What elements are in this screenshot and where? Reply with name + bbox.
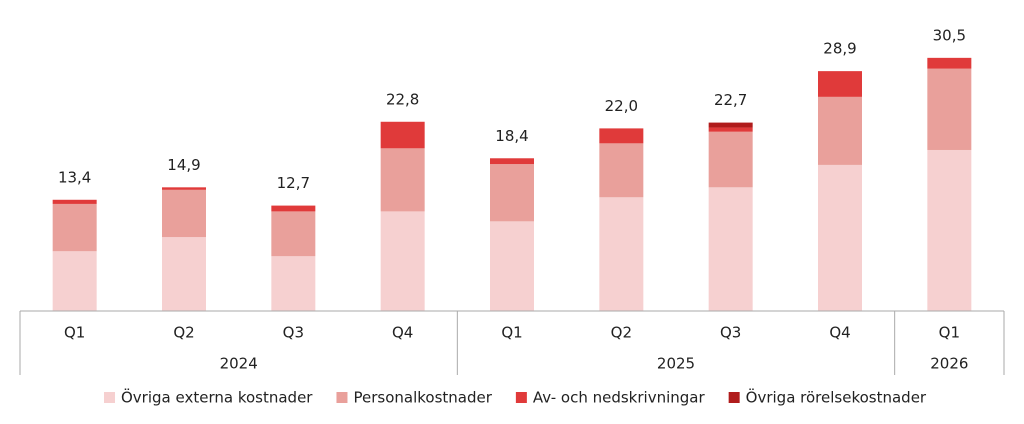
bar-segment — [599, 128, 644, 144]
bar-segment — [927, 57, 972, 69]
bar-segment — [162, 187, 206, 190]
bar-segment — [490, 158, 534, 165]
bar-segment — [162, 189, 206, 238]
total-label: 18,4 — [495, 127, 528, 145]
bar-segment — [490, 164, 534, 222]
bar-segment — [490, 221, 534, 311]
legend-swatch — [515, 392, 527, 403]
bar-segment — [708, 122, 753, 128]
quarter-label: Q1 — [64, 324, 85, 342]
total-label: 13,4 — [58, 168, 91, 186]
bar-segment — [271, 205, 316, 212]
quarter-label: Q4 — [392, 324, 413, 342]
quarter-label: Q2 — [611, 324, 632, 342]
bar-segment — [271, 256, 316, 311]
quarter-label: Q3 — [720, 324, 741, 342]
quarter-label: Q3 — [283, 324, 304, 342]
bar-segment — [52, 251, 97, 311]
bar-segment — [818, 96, 862, 165]
bar-segment — [52, 199, 97, 204]
bar-segment — [708, 131, 753, 188]
bar-segment — [599, 197, 644, 311]
bar-segment — [380, 148, 425, 212]
bar-segment — [271, 211, 316, 257]
year-label: 2025 — [657, 355, 695, 373]
bar-segment — [380, 121, 425, 149]
legend-label: Av- och nedskrivningar — [533, 389, 706, 407]
legend-swatch — [728, 392, 740, 403]
total-label: 22,8 — [386, 90, 419, 108]
legend-swatch — [104, 392, 115, 403]
total-label: 12,7 — [277, 174, 310, 192]
bar-segment — [599, 143, 644, 198]
bar-segment — [927, 68, 972, 150]
total-label: 14,9 — [167, 156, 200, 174]
total-label: 30,5 — [933, 26, 966, 44]
year-label: 2024 — [220, 355, 258, 373]
bar-segment — [927, 149, 972, 311]
total-label: 28,9 — [823, 40, 856, 58]
bar-segment — [52, 203, 97, 252]
legend-swatch — [336, 392, 348, 403]
bar-segment — [818, 164, 862, 311]
bar-segment — [818, 71, 862, 97]
quarter-label: Q4 — [829, 324, 850, 342]
legend-label: Övriga externa kostnader — [121, 388, 313, 407]
bar-segment — [708, 127, 753, 132]
total-label: 22,7 — [714, 91, 747, 109]
quarter-label: Q2 — [173, 324, 194, 342]
bar-segment — [708, 187, 753, 311]
legend-label: Personalkostnader — [353, 389, 492, 407]
year-label: 2026 — [930, 355, 968, 373]
quarter-label: Q1 — [939, 324, 960, 342]
total-label: 22,0 — [605, 97, 638, 115]
bar-segment — [380, 211, 425, 311]
legend-label: Övriga rörelsekostnader — [746, 388, 927, 407]
bar-segment — [162, 237, 206, 311]
quarter-label: Q1 — [501, 324, 522, 342]
